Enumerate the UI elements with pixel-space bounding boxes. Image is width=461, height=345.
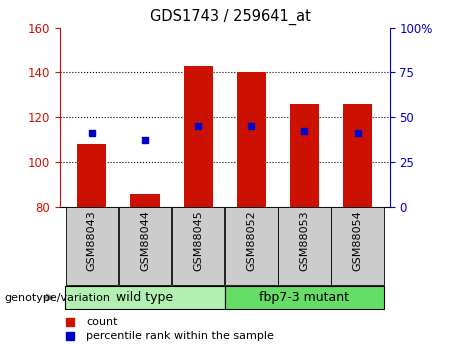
- Text: GSM88045: GSM88045: [193, 210, 203, 271]
- Text: count: count: [86, 317, 118, 326]
- FancyBboxPatch shape: [225, 207, 278, 285]
- Text: wild type: wild type: [117, 291, 173, 304]
- Bar: [236, 72, 266, 207]
- FancyBboxPatch shape: [225, 286, 384, 309]
- Text: GSM88053: GSM88053: [300, 210, 309, 271]
- Text: GDS1743 / 259641_at: GDS1743 / 259641_at: [150, 9, 311, 25]
- Text: percentile rank within the sample: percentile rank within the sample: [86, 332, 274, 341]
- Text: fbp7-3 mutant: fbp7-3 mutant: [260, 291, 349, 304]
- Bar: [183, 66, 213, 207]
- Bar: [77, 144, 106, 207]
- Text: genotype/variation: genotype/variation: [5, 293, 111, 303]
- Bar: [290, 104, 319, 207]
- FancyBboxPatch shape: [118, 207, 171, 285]
- Bar: [130, 194, 160, 207]
- FancyBboxPatch shape: [331, 207, 384, 285]
- Text: GSM88054: GSM88054: [353, 210, 363, 271]
- FancyBboxPatch shape: [278, 207, 331, 285]
- Text: GSM88052: GSM88052: [246, 210, 256, 271]
- FancyBboxPatch shape: [65, 207, 118, 285]
- Text: GSM88043: GSM88043: [87, 210, 97, 271]
- Text: GSM88044: GSM88044: [140, 210, 150, 271]
- Bar: [343, 104, 372, 207]
- FancyBboxPatch shape: [65, 286, 225, 309]
- FancyBboxPatch shape: [172, 207, 225, 285]
